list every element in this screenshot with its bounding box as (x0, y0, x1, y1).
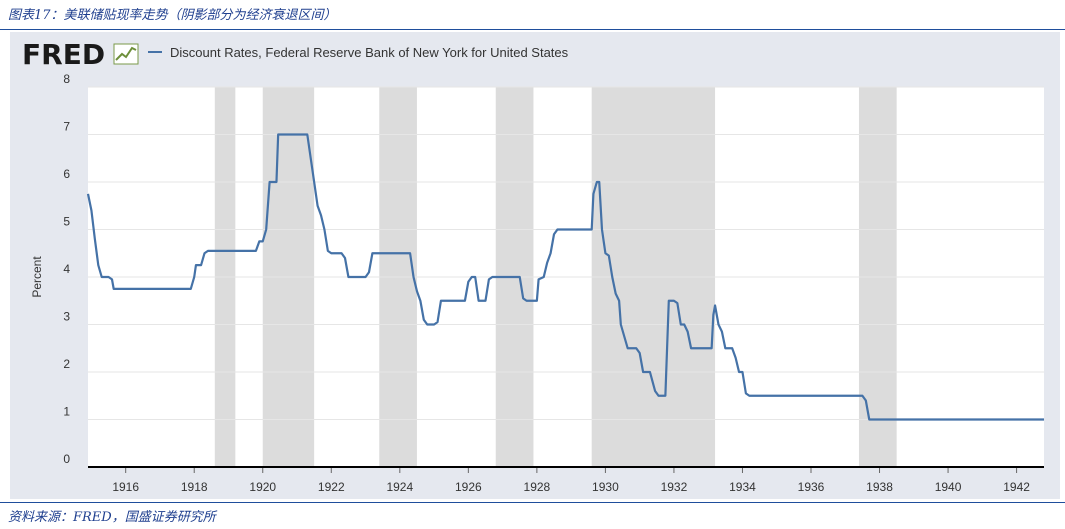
legend-label: Discount Rates, Federal Reserve Bank of … (170, 45, 569, 60)
source-note: 资料来源：FRED，国盛证券研究所 (8, 510, 216, 525)
fred-wordmark: FRED (22, 38, 105, 71)
x-tick-label: 1930 (592, 480, 619, 494)
y-tick-label: 7 (63, 120, 70, 134)
x-tick-label: 1928 (524, 480, 551, 494)
caption-divider (0, 29, 1065, 30)
x-tick-label: 1916 (112, 480, 139, 494)
x-tick-label: 1926 (455, 480, 482, 494)
x-tick-label: 1938 (866, 480, 893, 494)
y-tick-label: 4 (63, 262, 70, 276)
y-tick-label: 6 (63, 167, 70, 181)
figure-caption: 图表17：美联储贴现率走势（阴影部分为经济衰退区间） (8, 8, 337, 23)
source-divider (0, 502, 1065, 503)
fred-graph-icon (113, 43, 139, 65)
x-tick-label: 1920 (249, 480, 276, 494)
y-tick-label: 8 (63, 72, 70, 86)
x-tick-label: 1932 (661, 480, 688, 494)
x-tick-label: 1934 (729, 480, 756, 494)
y-tick-label: 3 (63, 310, 70, 324)
x-tick-label: 1940 (935, 480, 962, 494)
series-line (86, 133, 1044, 421)
legend: Discount Rates, Federal Reserve Bank of … (148, 45, 569, 60)
x-tick-label: 1922 (318, 480, 345, 494)
y-tick-label: 2 (63, 357, 70, 371)
chart-frame: FRED Discount Rates, Federal Reserve Ban… (10, 32, 1060, 499)
discount-rate-chart: FRED Discount Rates, Federal Reserve Ban… (22, 38, 1044, 494)
fred-logo: FRED (22, 38, 139, 71)
x-axis-ticks: 1916 1918 1920 1922 1924 1926 1928 1930 1932 1934… (112, 467, 1030, 494)
x-tick-label: 1924 (386, 480, 413, 494)
y-tick-label: 0 (63, 452, 70, 466)
x-tick-label: 1918 (181, 480, 208, 494)
y-axis-title: Percent (30, 256, 44, 298)
y-tick-label: 1 (63, 405, 70, 419)
x-tick-label: 1942 (1003, 480, 1030, 494)
y-tick-label: 5 (63, 215, 70, 229)
x-tick-label: 1936 (798, 480, 825, 494)
y-axis-ticks: 0 1 2 3 4 5 6 7 8 (63, 72, 70, 466)
